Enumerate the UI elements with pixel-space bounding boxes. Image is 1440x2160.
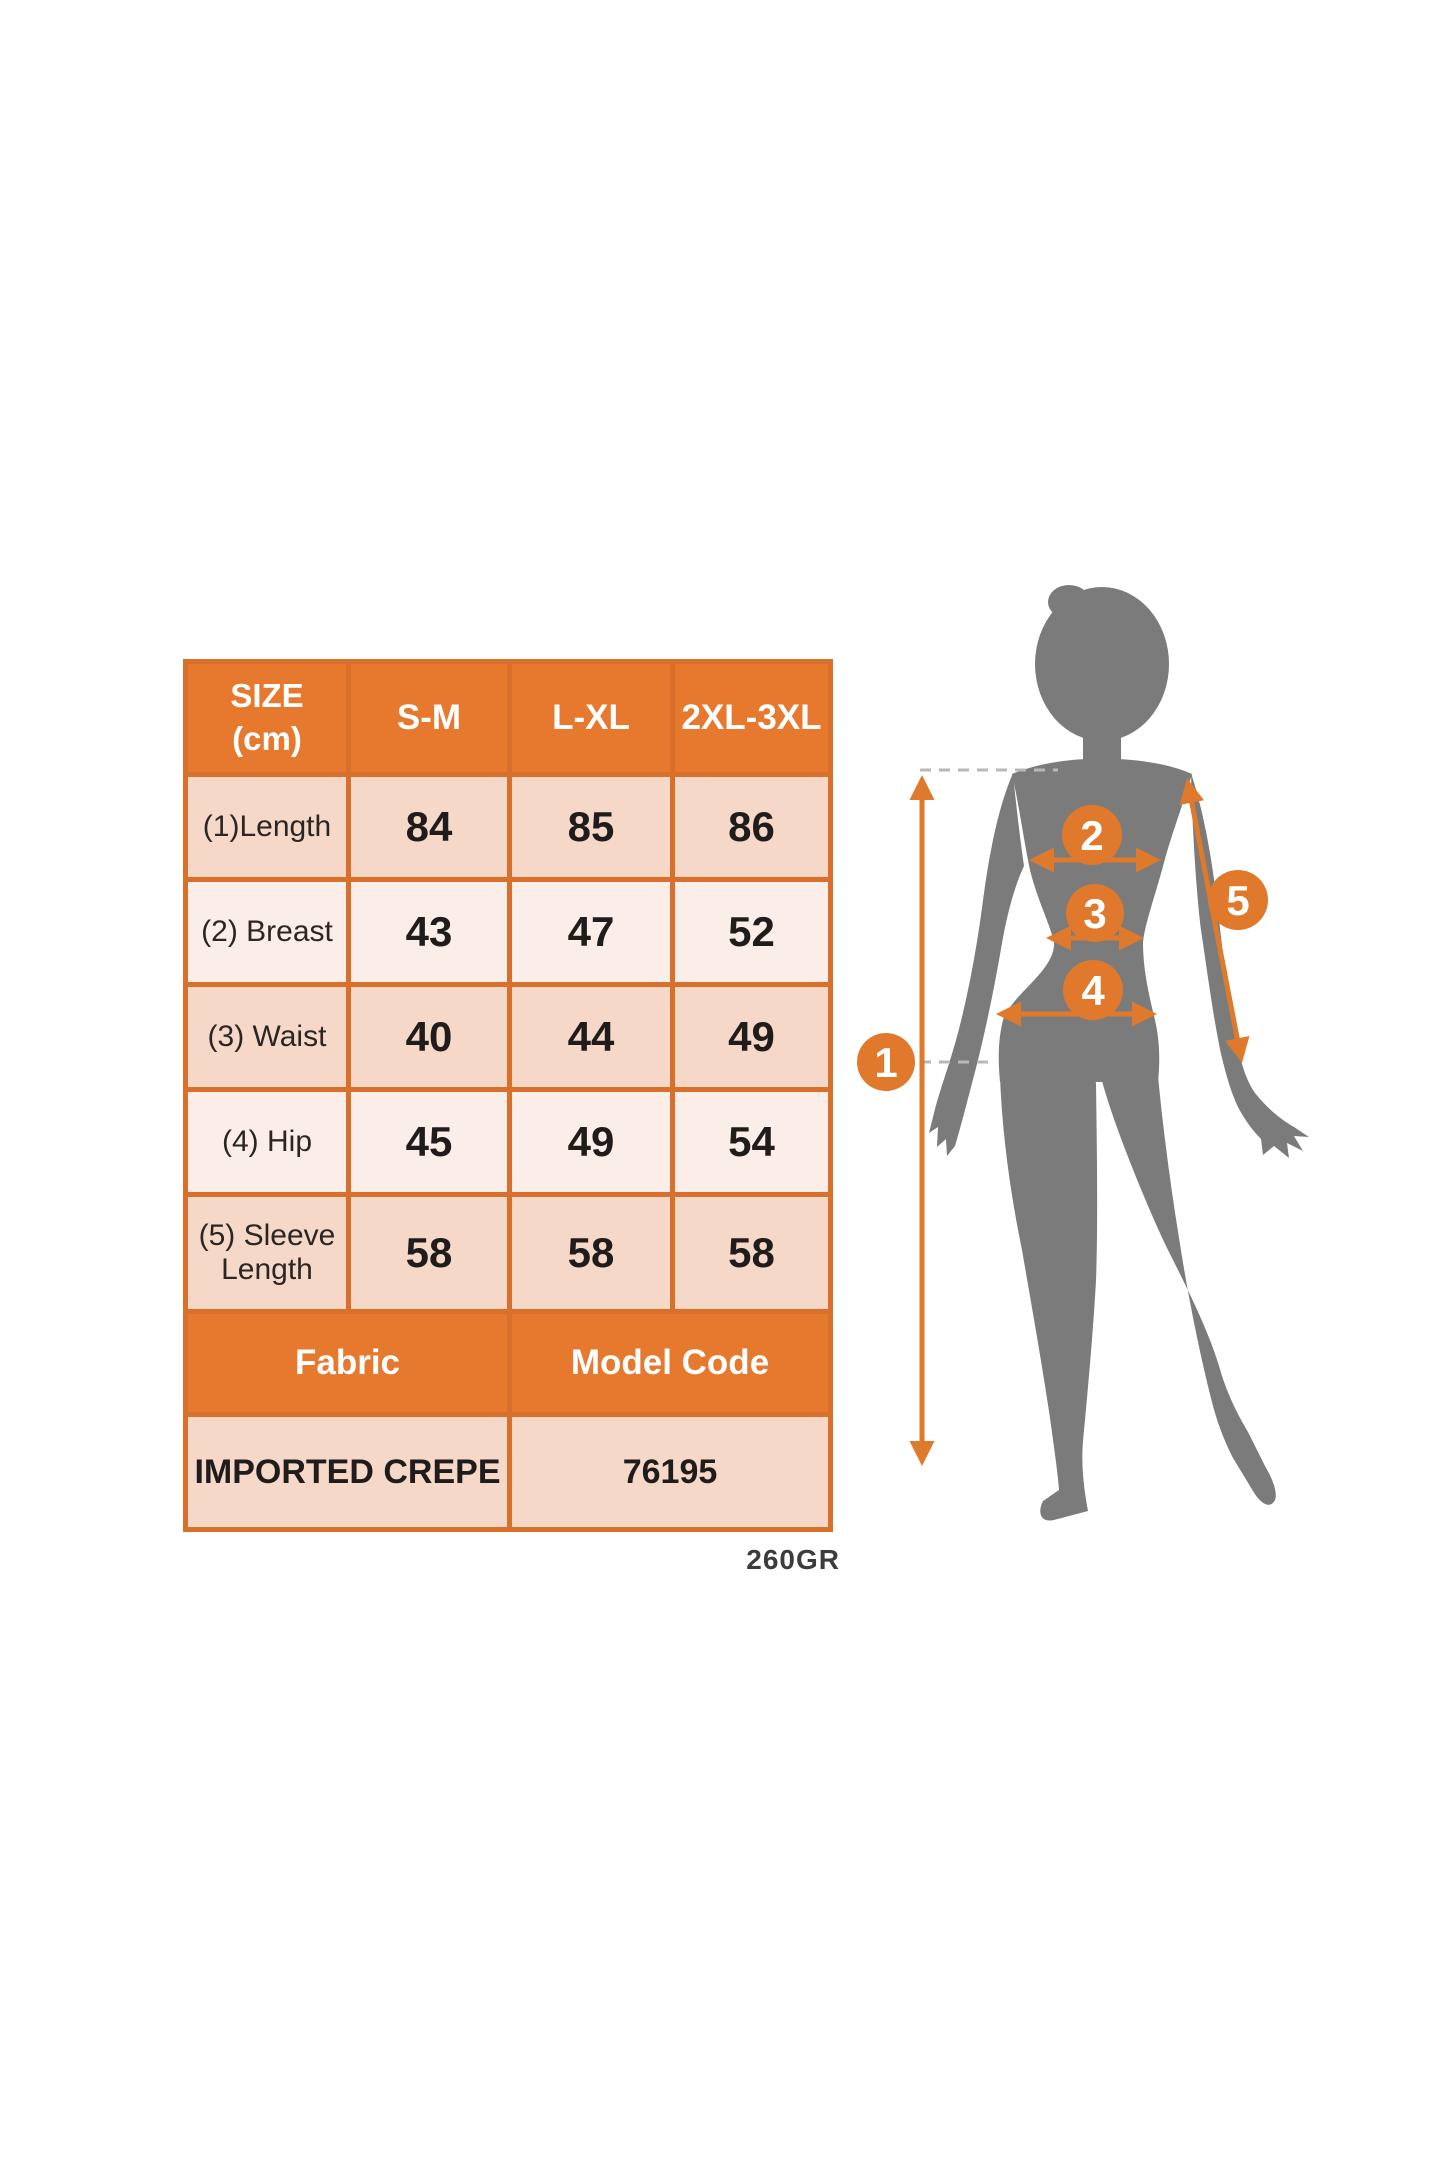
value-waist-sm: 40 [351,987,507,1087]
header-size-cm: SIZE (cm) [188,664,346,772]
row-label-waist: (3) Waist [188,987,346,1087]
row-label-sleeve-length: (5) Sleeve Length [188,1197,346,1309]
marker-3-label: 3 [1083,890,1106,937]
marker-1-badge [857,1033,915,1091]
value-length-sm: 84 [351,777,507,877]
marker-4-label: 4 [1081,967,1105,1014]
measurement-figure: 1 2 3 4 5 [850,570,1330,1540]
marker-2-badge [1062,805,1122,865]
value-breast-sm: 43 [351,882,507,982]
value-length-2xl3xl: 86 [675,777,828,877]
marker-5-badge [1208,870,1268,930]
value-sleeve-sm: 58 [351,1197,507,1309]
value-breast-lxl: 47 [512,882,670,982]
marker-1-label: 1 [874,1039,897,1086]
header-fabric: Fabric [188,1314,507,1412]
value-fabric: IMPORTED CREPE [188,1417,507,1527]
value-waist-2xl3xl: 49 [675,987,828,1087]
size-chart-table: SIZE (cm) S-M L-XL 2XL-3XL (1)Length 84 … [183,659,833,1532]
header-col-2xl3xl: 2XL-3XL [675,664,828,772]
row-label-breast: (2) Breast [188,882,346,982]
value-waist-lxl: 44 [512,987,670,1087]
marker-4-badge [1063,960,1123,1020]
value-hip-2xl3xl: 54 [675,1092,828,1192]
row-label-length: (1)Length [188,777,346,877]
header-model-code: Model Code [512,1314,828,1412]
header-col-sm: S-M [351,664,507,772]
marker-2-label: 2 [1080,812,1103,859]
value-sleeve-2xl3xl: 58 [675,1197,828,1309]
value-hip-lxl: 49 [512,1092,670,1192]
value-model-code: 76195 [512,1417,828,1527]
value-hip-sm: 45 [351,1092,507,1192]
weight-footnote: 260GR [746,1544,840,1575]
marker-5-label: 5 [1226,877,1249,924]
woman-silhouette-diagram: 1 2 3 4 5 [857,585,1309,1521]
marker-3-badge [1066,884,1124,942]
row-label-hip: (4) Hip [188,1092,346,1192]
header-size-cm-label: SIZE (cm) [230,677,304,757]
woman-silhouette-icon [929,585,1309,1521]
sleeve-arrow [1179,778,1250,1063]
value-sleeve-lxl: 58 [512,1197,670,1309]
value-breast-2xl3xl: 52 [675,882,828,982]
header-col-lxl: L-XL [512,664,670,772]
value-length-lxl: 85 [512,777,670,877]
